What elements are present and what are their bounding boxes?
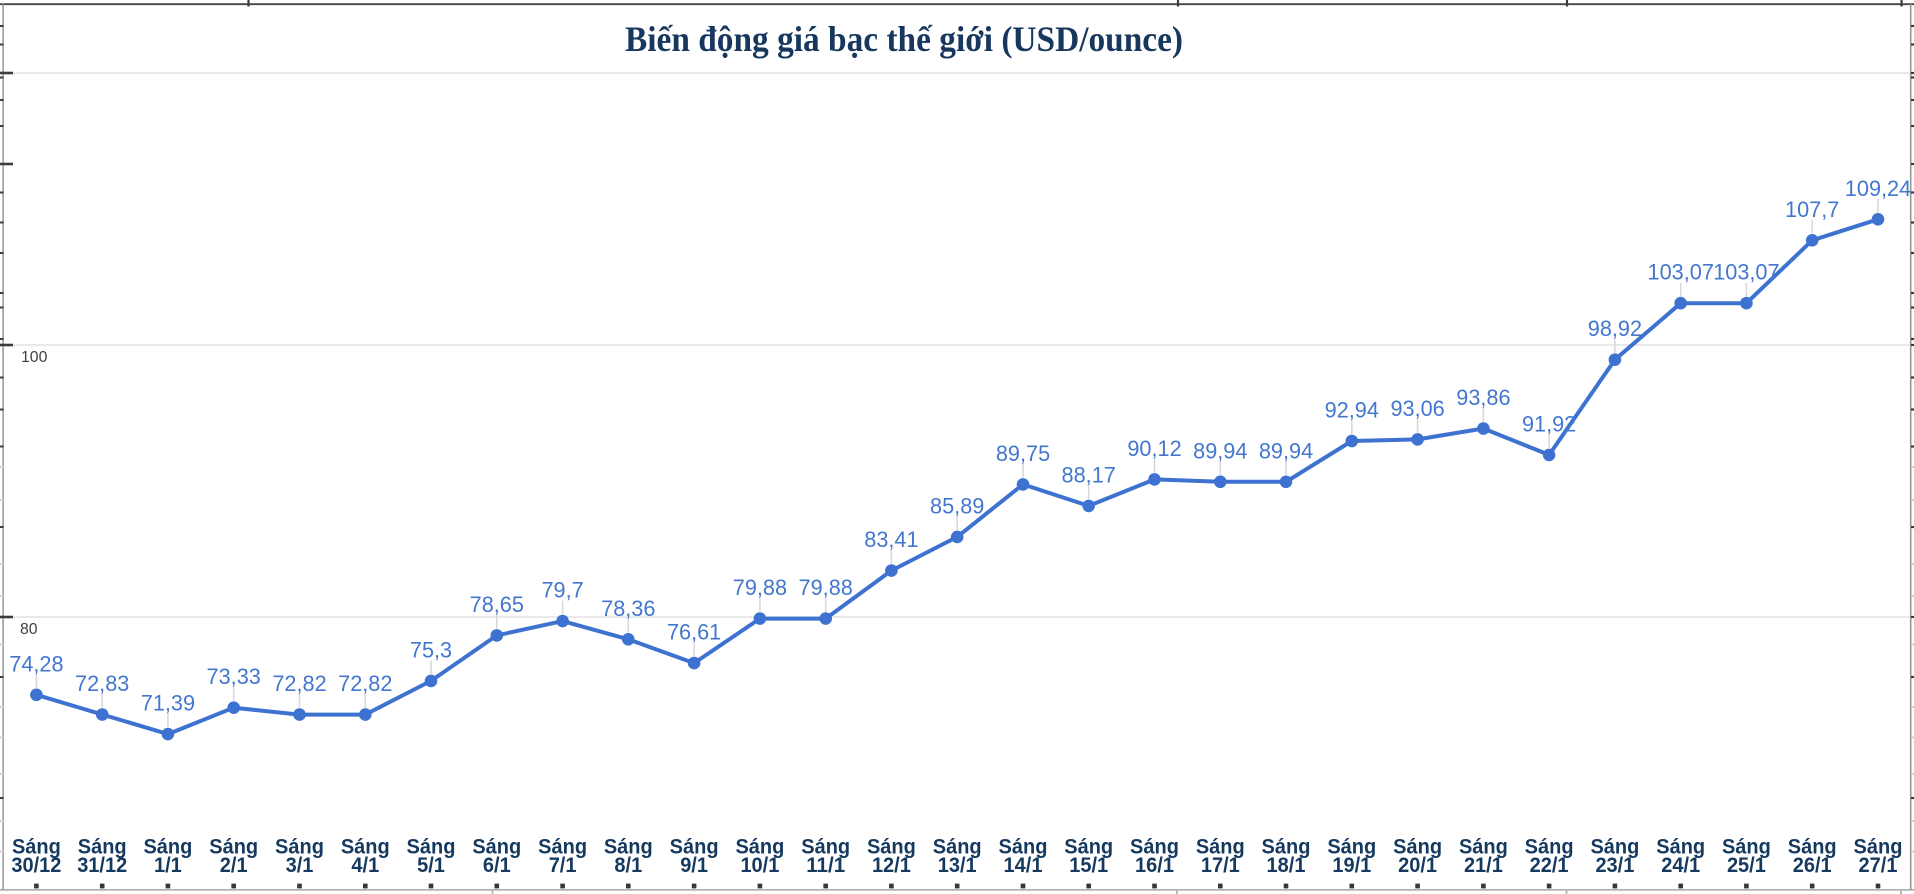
svg-text:72,82: 72,82 <box>272 671 326 696</box>
svg-text:90,12: 90,12 <box>1127 436 1181 461</box>
svg-text:79,7: 79,7 <box>542 578 584 603</box>
svg-text:Sáng: Sáng <box>1525 835 1574 859</box>
svg-text:Sáng: Sáng <box>538 835 587 859</box>
svg-text:21/1: 21/1 <box>1464 853 1503 877</box>
svg-text:5/1: 5/1 <box>417 853 445 877</box>
svg-text:Sáng: Sáng <box>1130 835 1179 859</box>
svg-text:15/1: 15/1 <box>1069 853 1108 877</box>
svg-text:88,17: 88,17 <box>1062 462 1116 487</box>
svg-text:3/1: 3/1 <box>286 853 314 877</box>
svg-text:80: 80 <box>20 621 38 638</box>
svg-text:31/12: 31/12 <box>77 853 127 877</box>
svg-text:Sáng: Sáng <box>1262 835 1311 859</box>
svg-text:Sáng: Sáng <box>143 835 192 859</box>
svg-text:74,28: 74,28 <box>9 651 63 676</box>
svg-text:27/1: 27/1 <box>1859 853 1898 877</box>
svg-text:11/1: 11/1 <box>806 853 845 877</box>
svg-text:Sáng: Sáng <box>604 835 653 859</box>
svg-text:12/1: 12/1 <box>872 853 911 877</box>
svg-text:19/1: 19/1 <box>1332 853 1371 877</box>
svg-text:92,94: 92,94 <box>1325 398 1379 423</box>
svg-text:24/1: 24/1 <box>1661 853 1700 877</box>
svg-text:20/1: 20/1 <box>1398 853 1437 877</box>
svg-text:Sáng: Sáng <box>1722 835 1771 859</box>
svg-text:14/1: 14/1 <box>1004 853 1043 877</box>
svg-text:89,75: 89,75 <box>996 441 1050 466</box>
svg-text:79,88: 79,88 <box>733 575 787 600</box>
svg-text:Sáng: Sáng <box>12 835 61 859</box>
svg-text:2/1: 2/1 <box>220 853 248 877</box>
svg-text:103,07: 103,07 <box>1648 260 1714 285</box>
svg-text:Sáng: Sáng <box>341 835 390 859</box>
svg-text:13/1: 13/1 <box>938 853 977 877</box>
svg-text:Sáng: Sáng <box>801 835 850 859</box>
svg-text:4/1: 4/1 <box>351 853 379 877</box>
svg-text:1/1: 1/1 <box>154 853 182 877</box>
svg-text:Sáng: Sáng <box>670 835 719 859</box>
svg-text:Biến động giá bạc thế giới (US: Biến động giá bạc thế giới (USD/ounce) <box>625 19 1183 59</box>
svg-text:93,86: 93,86 <box>1456 385 1510 410</box>
svg-text:72,83: 72,83 <box>75 671 129 696</box>
svg-text:109,24: 109,24 <box>1845 176 1911 201</box>
svg-text:Sáng: Sáng <box>1590 835 1639 859</box>
svg-text:Sáng: Sáng <box>1196 835 1245 859</box>
svg-text:Sáng: Sáng <box>1788 835 1837 859</box>
svg-text:Sáng: Sáng <box>1459 835 1508 859</box>
svg-text:91,92: 91,92 <box>1522 411 1576 436</box>
svg-text:79,88: 79,88 <box>799 575 853 600</box>
svg-text:25/1: 25/1 <box>1727 853 1766 877</box>
svg-text:17/1: 17/1 <box>1201 853 1240 877</box>
svg-text:Sáng: Sáng <box>1393 835 1442 859</box>
svg-text:Sáng: Sáng <box>933 835 982 859</box>
svg-text:Sáng: Sáng <box>275 835 324 859</box>
svg-text:Sáng: Sáng <box>1327 835 1376 859</box>
svg-text:98,92: 98,92 <box>1588 316 1642 341</box>
svg-text:Sáng: Sáng <box>472 835 521 859</box>
svg-text:Sáng: Sáng <box>407 835 456 859</box>
svg-text:8/1: 8/1 <box>614 853 642 877</box>
svg-text:9/1: 9/1 <box>680 853 708 877</box>
svg-text:23/1: 23/1 <box>1595 853 1634 877</box>
svg-text:Sáng: Sáng <box>999 835 1048 859</box>
svg-text:10/1: 10/1 <box>740 853 779 877</box>
svg-text:93,06: 93,06 <box>1390 396 1444 421</box>
svg-text:85,89: 85,89 <box>930 493 984 518</box>
svg-text:73,33: 73,33 <box>207 664 261 689</box>
svg-text:30/12: 30/12 <box>11 853 61 877</box>
svg-text:78,65: 78,65 <box>470 592 524 617</box>
svg-text:Sáng: Sáng <box>209 835 258 859</box>
svg-text:Sáng: Sáng <box>735 835 784 859</box>
svg-text:Sáng: Sáng <box>78 835 127 859</box>
svg-text:6/1: 6/1 <box>483 853 511 877</box>
svg-text:76,61: 76,61 <box>667 620 721 645</box>
svg-text:89,94: 89,94 <box>1259 438 1313 463</box>
svg-text:89,94: 89,94 <box>1193 438 1247 463</box>
svg-text:Sáng: Sáng <box>1064 835 1113 859</box>
svg-text:7/1: 7/1 <box>549 853 577 877</box>
svg-text:Sáng: Sáng <box>1854 835 1903 859</box>
svg-text:16/1: 16/1 <box>1135 853 1174 877</box>
svg-text:83,41: 83,41 <box>864 527 918 552</box>
svg-text:72,82: 72,82 <box>338 671 392 696</box>
svg-text:22/1: 22/1 <box>1530 853 1569 877</box>
svg-text:26/1: 26/1 <box>1793 853 1832 877</box>
svg-text:78,36: 78,36 <box>601 596 655 621</box>
svg-text:100: 100 <box>21 349 48 366</box>
svg-text:Sáng: Sáng <box>1656 835 1705 859</box>
svg-text:18/1: 18/1 <box>1267 853 1306 877</box>
svg-text:103,07: 103,07 <box>1713 260 1779 285</box>
svg-text:Sáng: Sáng <box>867 835 916 859</box>
svg-text:75,3: 75,3 <box>410 637 452 662</box>
svg-text:71,39: 71,39 <box>141 691 195 716</box>
svg-text:107,7: 107,7 <box>1785 197 1839 222</box>
